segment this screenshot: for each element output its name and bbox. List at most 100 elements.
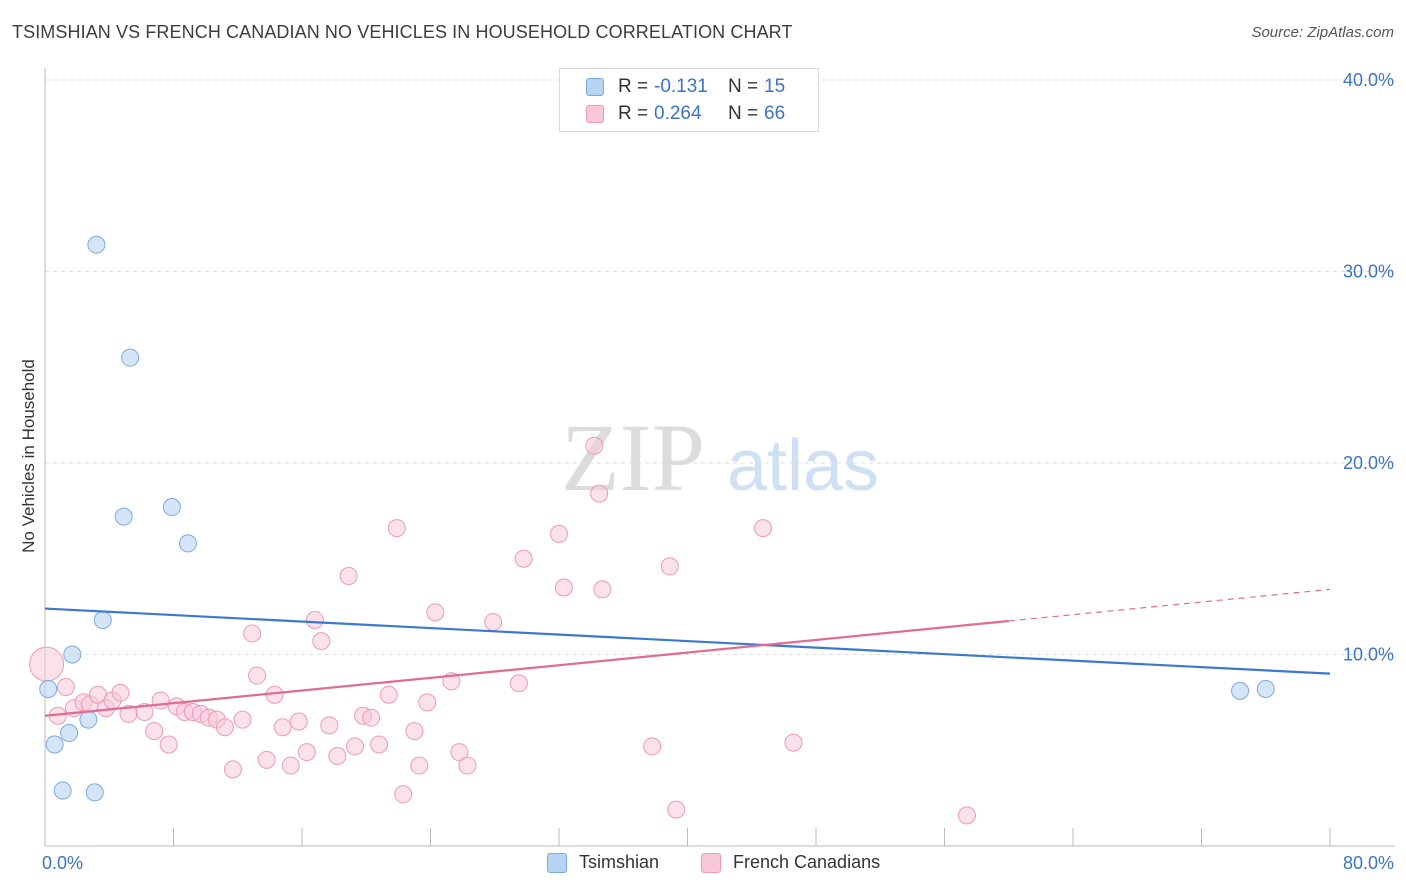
data-point-french-canadians: [273, 718, 292, 737]
data-point-french-canadians: [135, 702, 154, 721]
y-tick-label: 40.0%: [1343, 70, 1394, 90]
data-point-french-canadians: [387, 519, 406, 538]
legend-row-tsimshian: R = -0.131 N = 15: [586, 75, 785, 99]
data-point-french-canadians: [233, 710, 252, 729]
data-point-tsimshian: [93, 611, 112, 630]
data-point-french-canadians: [243, 624, 262, 643]
data-point-french-canadians: [339, 566, 358, 585]
data-point-french-canadians: [643, 737, 662, 756]
data-point-french-canadians: [305, 611, 324, 630]
data-point-tsimshian: [45, 735, 64, 754]
series-legend-tsimshian[interactable]: Tsimshian: [547, 852, 659, 873]
y-tick-label: 20.0%: [1343, 453, 1394, 473]
data-point-french-canadians: [514, 549, 533, 568]
gridlines: [45, 79, 1395, 655]
series-name: Tsimshian: [579, 852, 660, 872]
data-point-tsimshian: [1231, 681, 1250, 700]
data-point-french-canadians: [29, 646, 65, 682]
data-point-french-canadians: [379, 685, 398, 704]
series-legend: Tsimshian French Canadians: [0, 852, 1406, 876]
data-point-tsimshian: [121, 348, 140, 367]
trend-line-french-canadians: [44, 619, 1009, 717]
chart-title: TSIMSHIAN VS FRENCH CANADIAN NO VEHICLES…: [12, 22, 793, 42]
data-point-tsimshian: [63, 645, 82, 664]
data-point-french-canadians: [450, 743, 469, 762]
data-point-french-canadians: [660, 557, 679, 576]
legend-n-value: 15: [764, 76, 786, 97]
legend-row-french-canadians: R = 0.264 N = 66: [586, 102, 785, 126]
data-point-french-canadians: [111, 683, 130, 702]
data-point-french-canadians: [590, 484, 609, 503]
data-point-french-canadians: [281, 756, 300, 775]
data-point-tsimshian: [85, 783, 104, 802]
data-point-french-canadians: [509, 674, 528, 693]
legend-r-label: R =: [618, 76, 649, 97]
tsimshian-points: [39, 235, 1275, 802]
data-point-french-canadians: [394, 785, 413, 804]
data-point-french-canadians: [585, 436, 604, 455]
data-point-french-canadians: [370, 735, 389, 754]
data-point-tsimshian: [39, 679, 58, 698]
data-point-french-canadians: [56, 678, 75, 697]
watermark-zip: ZIP: [561, 404, 705, 511]
data-point-tsimshian: [87, 235, 106, 254]
data-point-french-canadians: [667, 800, 686, 819]
legend-swatch-french-canadians: [701, 852, 721, 873]
data-point-tsimshian: [60, 724, 79, 743]
legend-r-value: -0.131: [654, 76, 708, 97]
series-legend-french-canadians[interactable]: French Canadians: [701, 852, 880, 873]
data-point-french-canadians: [215, 718, 234, 737]
data-point-french-canadians: [957, 806, 976, 825]
data-point-french-canadians: [554, 578, 573, 597]
data-point-tsimshian: [162, 498, 181, 517]
source-label: Source: ZipAtlas.com: [1251, 24, 1394, 41]
data-point-french-canadians: [426, 603, 445, 622]
data-point-french-canadians: [151, 691, 170, 710]
legend-r-value: 0.264: [654, 103, 702, 124]
watermark-atlas: atlas: [727, 426, 879, 506]
data-point-tsimshian: [1256, 679, 1275, 698]
correlation-legend: R = -0.131 N = 15 R = 0.264 N = 66: [559, 68, 819, 132]
legend-swatch-tsimshian: [586, 78, 604, 96]
data-point-french-canadians: [346, 737, 365, 756]
data-point-french-canadians: [257, 750, 276, 769]
y-tick-label: 30.0%: [1343, 262, 1394, 282]
legend-n-value: 66: [764, 103, 786, 124]
legend-swatch-french-canadians: [586, 105, 604, 123]
data-point-tsimshian: [114, 507, 133, 526]
series-name: French Canadians: [733, 852, 881, 872]
x-tick-label-min: 0.0%: [42, 853, 83, 873]
data-point-french-canadians: [550, 524, 568, 543]
legend-n-label: N =: [728, 103, 759, 124]
data-point-french-canadians: [753, 519, 772, 538]
zipatlas-watermark: ZIP atlas: [561, 404, 879, 511]
data-point-french-canadians: [297, 743, 316, 762]
tick-labels: 10.0% 20.0% 30.0% 40.0% 0.0% 80.0%: [42, 70, 1394, 873]
data-point-french-canadians: [248, 666, 267, 685]
trend-lines: [44, 588, 1331, 717]
trend-line-french-canadians-extension: [1008, 588, 1331, 622]
data-point-french-canadians: [320, 716, 339, 735]
data-point-french-canadians: [289, 712, 308, 731]
data-point-french-canadians: [223, 760, 242, 779]
data-point-french-canadians: [484, 612, 503, 631]
legend-r-label: R =: [618, 103, 649, 124]
data-point-tsimshian: [53, 781, 72, 800]
data-point-tsimshian: [79, 710, 98, 729]
data-point-french-canadians: [410, 756, 429, 775]
data-point-french-canadians: [362, 708, 381, 727]
data-point-french-canadians: [328, 746, 347, 765]
data-point-tsimshian: [178, 534, 197, 553]
data-point-french-canadians: [145, 722, 164, 741]
data-point-french-canadians: [593, 580, 612, 599]
data-point-french-canadians: [159, 735, 178, 754]
data-point-french-canadians: [418, 693, 437, 712]
data-point-french-canadians: [458, 756, 477, 775]
legend-swatch-tsimshian: [547, 852, 567, 873]
data-point-french-canadians: [405, 722, 424, 741]
trend-line-tsimshian: [44, 607, 1331, 675]
data-point-french-canadians: [784, 733, 803, 752]
y-tick-label: 10.0%: [1343, 645, 1394, 665]
data-point-french-canadians: [312, 632, 331, 651]
